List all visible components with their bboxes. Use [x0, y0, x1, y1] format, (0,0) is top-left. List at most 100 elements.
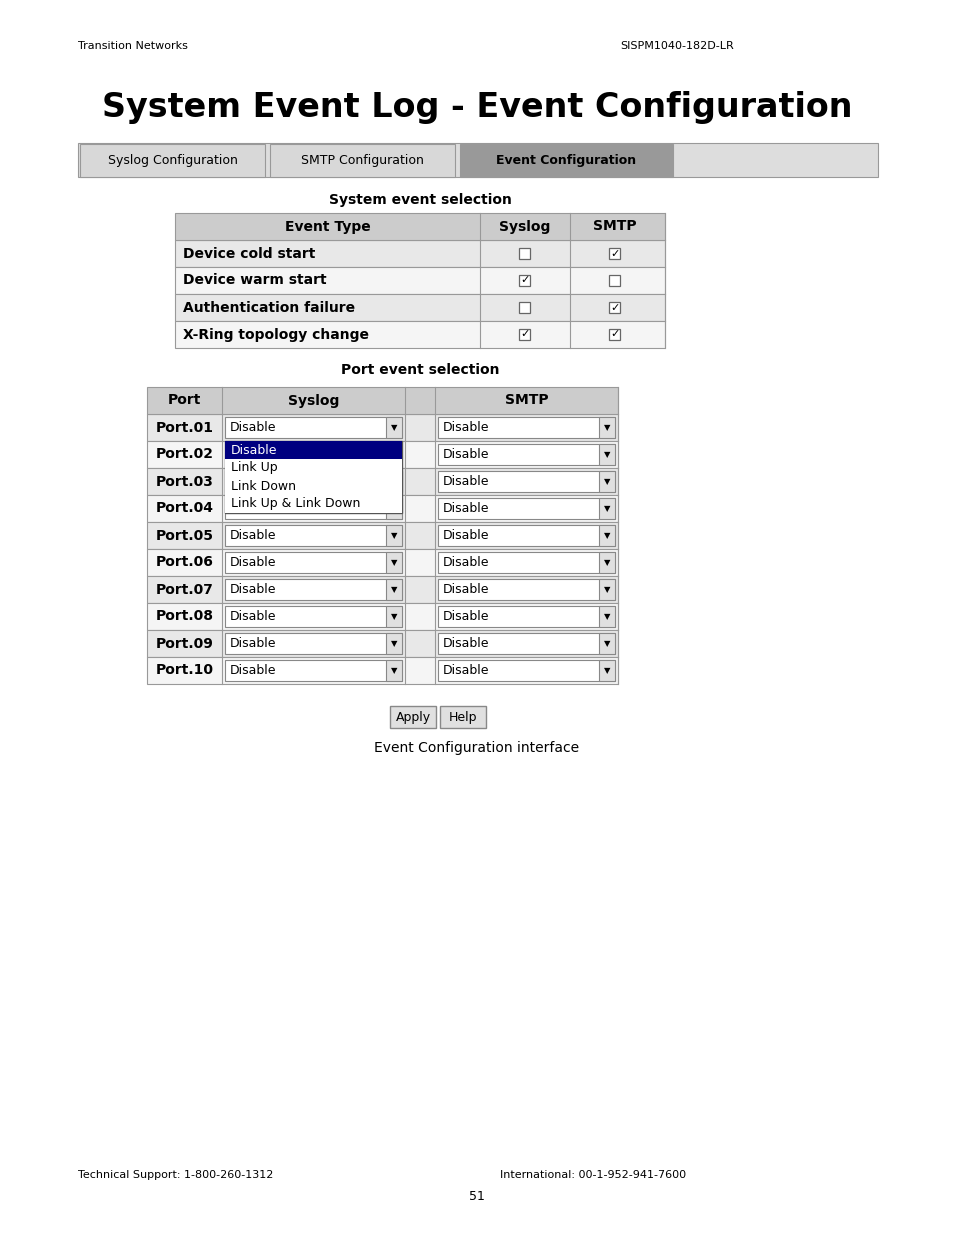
- Text: Link Down: Link Down: [231, 479, 295, 493]
- Bar: [386, 417, 401, 438]
- Bar: [519, 329, 530, 340]
- Bar: [437, 445, 615, 466]
- Bar: [439, 706, 485, 727]
- Text: ✓: ✓: [610, 248, 619, 258]
- Bar: [147, 414, 618, 441]
- Bar: [147, 603, 618, 630]
- Text: Disable: Disable: [230, 529, 276, 542]
- Text: ▼: ▼: [391, 585, 396, 594]
- Bar: [598, 579, 615, 600]
- Text: Disable: Disable: [442, 448, 489, 461]
- Bar: [390, 706, 436, 727]
- Text: ▼: ▼: [603, 450, 610, 459]
- Bar: [225, 634, 401, 655]
- Text: Disable: Disable: [442, 637, 489, 650]
- Bar: [174, 321, 664, 348]
- Text: ✓: ✓: [519, 275, 529, 285]
- Text: ✓: ✓: [519, 330, 529, 340]
- Text: Port.05: Port.05: [155, 529, 213, 542]
- Bar: [598, 445, 615, 466]
- Text: X-Ring topology change: X-Ring topology change: [183, 327, 369, 342]
- Text: SISPM1040-182D-LR: SISPM1040-182D-LR: [619, 41, 733, 51]
- Bar: [174, 240, 664, 267]
- Text: Port.10: Port.10: [155, 663, 213, 678]
- Text: Authentication failure: Authentication failure: [183, 300, 355, 315]
- Bar: [609, 329, 619, 340]
- Bar: [437, 552, 615, 573]
- Text: SMTP: SMTP: [504, 394, 548, 408]
- Text: Event Configuration: Event Configuration: [496, 154, 636, 167]
- Bar: [225, 498, 401, 519]
- Bar: [147, 495, 618, 522]
- Bar: [147, 441, 618, 468]
- Bar: [270, 144, 455, 177]
- Text: Disable: Disable: [230, 610, 276, 622]
- Text: ▼: ▼: [603, 424, 610, 432]
- Bar: [147, 387, 618, 414]
- Text: ▼: ▼: [603, 477, 610, 487]
- Text: Syslog: Syslog: [288, 394, 339, 408]
- Text: Port.03: Port.03: [155, 474, 213, 489]
- Text: Disable: Disable: [442, 529, 489, 542]
- Text: SMTP: SMTP: [593, 220, 637, 233]
- Text: System event selection: System event selection: [328, 193, 511, 207]
- Text: Disable: Disable: [230, 583, 276, 597]
- Text: Disable: Disable: [442, 664, 489, 677]
- Bar: [386, 471, 401, 492]
- Text: Disable: Disable: [230, 637, 276, 650]
- Bar: [437, 634, 615, 655]
- Bar: [225, 471, 401, 492]
- Bar: [147, 522, 618, 550]
- Bar: [147, 468, 618, 495]
- Text: ▼: ▼: [391, 531, 396, 540]
- Text: Disable: Disable: [230, 475, 276, 488]
- Bar: [225, 495, 401, 513]
- Bar: [225, 552, 401, 573]
- Bar: [147, 630, 618, 657]
- Bar: [437, 417, 615, 438]
- Text: Port.02: Port.02: [155, 447, 213, 462]
- Text: Port.04: Port.04: [155, 501, 213, 515]
- Text: ▼: ▼: [391, 424, 396, 432]
- Text: ▼: ▼: [603, 666, 610, 676]
- Bar: [386, 579, 401, 600]
- Text: Port.09: Port.09: [155, 636, 213, 651]
- Text: Apply: Apply: [395, 710, 430, 724]
- Text: ▼: ▼: [391, 638, 396, 648]
- Bar: [609, 303, 619, 312]
- Bar: [225, 459, 401, 477]
- Bar: [519, 275, 530, 287]
- Text: System Event Log - Event Configuration: System Event Log - Event Configuration: [102, 91, 851, 125]
- Text: ▼: ▼: [603, 504, 610, 513]
- Bar: [598, 606, 615, 627]
- Text: Disable: Disable: [230, 421, 276, 433]
- Bar: [225, 525, 401, 546]
- Text: ▼: ▼: [391, 613, 396, 621]
- Bar: [519, 303, 530, 312]
- Bar: [386, 498, 401, 519]
- Text: ▼: ▼: [391, 504, 396, 513]
- Bar: [598, 471, 615, 492]
- Text: Link Up: Link Up: [231, 462, 277, 474]
- Bar: [147, 576, 618, 603]
- Bar: [386, 634, 401, 655]
- Bar: [609, 248, 619, 259]
- Bar: [598, 498, 615, 519]
- Text: ▼: ▼: [603, 585, 610, 594]
- Bar: [174, 294, 664, 321]
- Text: Event Configuration interface: Event Configuration interface: [374, 741, 579, 755]
- Text: ▼: ▼: [391, 477, 396, 487]
- Text: Device cold start: Device cold start: [183, 247, 315, 261]
- Text: Help: Help: [448, 710, 476, 724]
- Bar: [519, 248, 530, 259]
- Text: Syslog Configuration: Syslog Configuration: [108, 154, 237, 167]
- Bar: [386, 525, 401, 546]
- Text: Port.06: Port.06: [155, 556, 213, 569]
- Bar: [598, 552, 615, 573]
- Bar: [386, 552, 401, 573]
- Bar: [459, 144, 672, 177]
- Text: Technical Support: 1-800-260-1312: Technical Support: 1-800-260-1312: [78, 1170, 274, 1179]
- Text: Disable: Disable: [442, 421, 489, 433]
- Text: Event Type: Event Type: [284, 220, 370, 233]
- Text: Link Up & Link Down: Link Up & Link Down: [231, 498, 360, 510]
